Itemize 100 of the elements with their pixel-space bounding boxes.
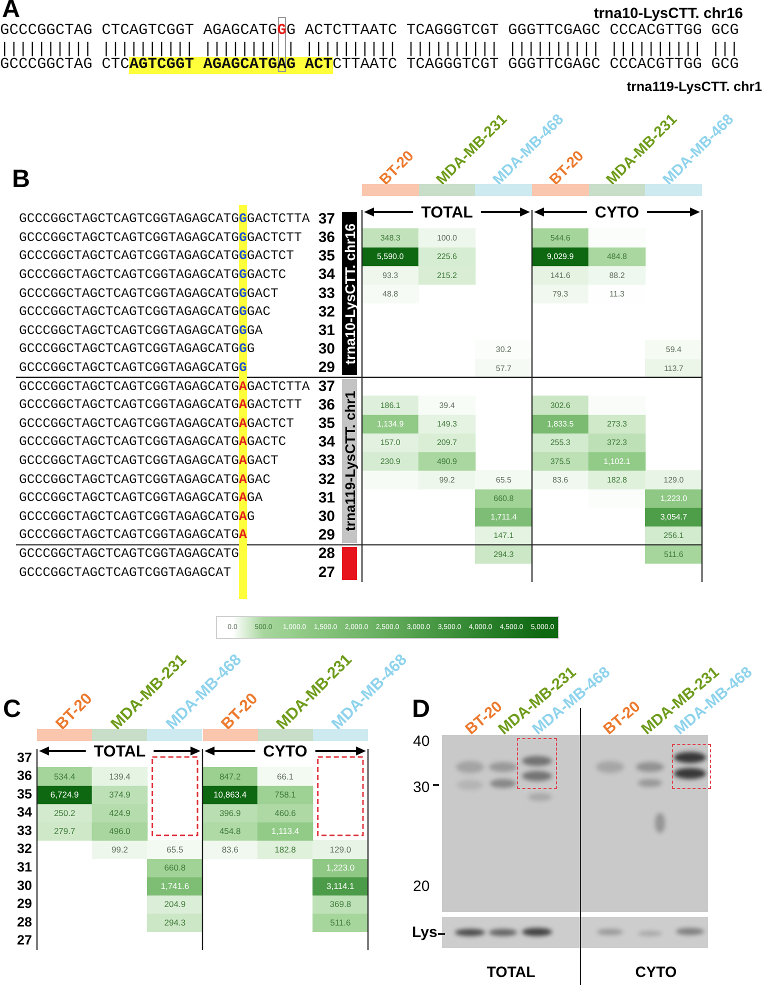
data-label: 1,711.4 bbox=[490, 512, 518, 522]
data-label: 1,102.1 bbox=[604, 456, 631, 466]
y-tick-label: 32 bbox=[318, 470, 335, 488]
data-label: 6,724.9 bbox=[50, 790, 80, 800]
text: B bbox=[12, 165, 30, 193]
chart-title: C bbox=[3, 695, 22, 723]
data-label: 48.8 bbox=[382, 289, 399, 298]
data-label: 39.4 bbox=[439, 401, 456, 410]
data-label: 10,863.4 bbox=[214, 790, 247, 800]
y-tick-label: 31 bbox=[318, 489, 335, 506]
data-label: 129.0 bbox=[664, 475, 684, 484]
data-label: 139.4 bbox=[109, 771, 131, 782]
y-tick-label: 27 bbox=[16, 932, 32, 948]
data-label: 5,590.0 bbox=[376, 252, 404, 262]
data-label: 1,134.9 bbox=[376, 420, 404, 429]
y-tick-label: 37 bbox=[318, 378, 335, 395]
data-label: 294.3 bbox=[164, 917, 186, 928]
data-label: 83.6 bbox=[552, 475, 569, 484]
annotation: TOTAL bbox=[421, 204, 474, 222]
text: trna10-LysCTT. chr16 bbox=[594, 6, 743, 22]
text: trna119-LysCTT. chr1 bbox=[342, 390, 358, 532]
data-label: 484.8 bbox=[606, 252, 628, 262]
data-label: 496.0 bbox=[109, 826, 131, 836]
annotation: TOTAL bbox=[94, 743, 146, 760]
y2-tick-label: GCCCGGCTAGCTCAGTCGGTAGAGCATGGGACTC bbox=[19, 266, 286, 284]
data-label: 129.0 bbox=[330, 844, 352, 854]
data-label: 660.8 bbox=[494, 494, 514, 504]
data-label: 57.7 bbox=[496, 364, 512, 373]
y2-tick-label: GCCCGGCTAGCTCAGTCGGTAGAGCATGAG bbox=[19, 508, 255, 526]
data-label: 149.3 bbox=[436, 420, 458, 429]
text: G bbox=[277, 21, 286, 39]
y-tick-label: 32 bbox=[318, 303, 335, 320]
y-tick-label: 33 bbox=[318, 284, 335, 302]
data-label: 1,833.5 bbox=[546, 420, 574, 429]
y-tick-label: 29 bbox=[318, 359, 335, 376]
data-label: 454.8 bbox=[219, 826, 241, 836]
text: CYTO bbox=[635, 964, 677, 982]
text: A bbox=[2, 0, 20, 23]
text: GCCCGGCTAG CTC bbox=[0, 55, 130, 73]
data-label: 30.2 bbox=[496, 345, 512, 354]
data-label: 302.6 bbox=[550, 401, 571, 410]
data-label: 758.1 bbox=[274, 790, 296, 800]
data-label: 460.6 bbox=[274, 808, 296, 818]
data-label: 157.0 bbox=[380, 438, 401, 448]
y2-tick-label: GCCCGGCTAGCTCAGTCGGTAGAGCATGAGACTCTT bbox=[19, 397, 302, 414]
y2-tick-label: GCCCGGCTAGCTCAGTCGGTAGAGCATGGGACTCT bbox=[19, 248, 294, 265]
y-tick-label: 28 bbox=[318, 545, 335, 562]
annotation: CYTO bbox=[263, 743, 308, 760]
y2-tick-label: GCCCGGCTAGCTCAGTCGGTAGAGCATGGGAC bbox=[19, 304, 270, 320]
y-tick-label: 37 bbox=[16, 750, 32, 765]
data-label: 100.0 bbox=[436, 234, 458, 243]
y2-tick-label: GCCCGGCTAGCTCAGTCGGTAGAGCATGGGACTCTT bbox=[19, 230, 302, 246]
data-label: 1,113.4 bbox=[271, 826, 300, 836]
data-label: 141.6 bbox=[550, 270, 571, 280]
y-tick-label: 29 bbox=[318, 526, 335, 544]
y-tick-label: 35 bbox=[16, 786, 32, 802]
data-label: 204.9 bbox=[164, 899, 186, 910]
y-tick-label: 36 bbox=[318, 396, 335, 414]
y2-tick-label: GCCCGGCTAGCTCAGTCGGTAGAGCATGGGA bbox=[19, 322, 263, 340]
y-tick-label: 30 bbox=[16, 878, 32, 893]
text: CTTAATC TCAGGGTCGT GGGTTCGAGC CCCACGTTGG GCG bbox=[332, 55, 739, 73]
y2-tick-label: GCCCGGCTAGCTCAGTCGGTAGAGCATGG bbox=[19, 360, 247, 376]
data-label: 847.2 bbox=[219, 771, 241, 782]
y-tick-label: 33 bbox=[16, 822, 32, 838]
data-label: 375.5 bbox=[550, 456, 571, 466]
data-label: 182.8 bbox=[606, 475, 628, 484]
y-tick-label: 37 bbox=[318, 210, 335, 228]
text: 20 bbox=[413, 878, 430, 896]
y-tick-label: 30 bbox=[318, 508, 335, 526]
data-label: 93.3 bbox=[382, 270, 399, 280]
data-label: 294.3 bbox=[494, 550, 514, 559]
data-label: 1,223.0 bbox=[326, 862, 355, 873]
y-tick-label: 27 bbox=[318, 564, 335, 581]
data-label: 374.9 bbox=[109, 790, 131, 800]
y-tick-label: 34 bbox=[318, 434, 336, 451]
y-tick-label: 30 bbox=[318, 340, 335, 358]
y2-tick-label: GCCCGGCTAGCTCAGTCGGTAGAGCATG bbox=[19, 546, 240, 562]
data-label: 182.8 bbox=[274, 844, 296, 854]
text: Lys bbox=[412, 924, 438, 942]
data-label: 66.1 bbox=[276, 771, 294, 782]
y2-tick-label: GCCCGGCTAGCTCAGTCGGTAGAGCAT bbox=[19, 564, 232, 581]
data-label: 3,114.1 bbox=[326, 880, 355, 891]
data-label: 186.1 bbox=[380, 401, 401, 410]
data-label: 511.6 bbox=[664, 550, 684, 559]
data-label: 256.1 bbox=[664, 531, 684, 540]
y2-tick-label: GCCCGGCTAGCTCAGTCGGTAGAGCATGAGACTC bbox=[19, 434, 286, 451]
y2-tick-label: GCCCGGCTAGCTCAGTCGGTAGAGCATGA bbox=[19, 527, 247, 544]
data-label: 215.2 bbox=[436, 270, 458, 280]
y2-tick-label: GCCCGGCTAGCTCAGTCGGTAGAGCATGGGACT bbox=[19, 286, 278, 302]
y-tick-label: 32 bbox=[16, 841, 32, 856]
text: 40 bbox=[413, 733, 430, 751]
y2-tick-label: GCCCGGCTAGCTCAGTCGGTAGAGCATGAGACT bbox=[19, 452, 278, 470]
annotation: CYTO bbox=[594, 204, 640, 222]
data-label: 147.1 bbox=[494, 531, 514, 540]
data-label: 59.4 bbox=[666, 345, 682, 354]
data-label: 83.6 bbox=[222, 844, 239, 854]
data-label: 99.2 bbox=[111, 844, 128, 854]
y-tick-label: 31 bbox=[16, 859, 32, 874]
data-label: 1,223.0 bbox=[660, 494, 688, 504]
y-tick-label: 34 bbox=[16, 804, 32, 820]
